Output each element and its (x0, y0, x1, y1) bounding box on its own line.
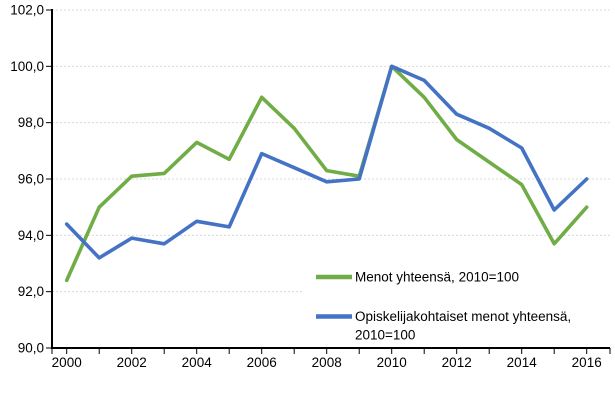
y-tick-label: 102,0 (10, 3, 44, 18)
x-tick-label: 2000 (52, 355, 82, 370)
x-tick-label: 2010 (377, 355, 407, 370)
x-tick-label: 2016 (572, 355, 602, 370)
y-tick-label: 98,0 (18, 115, 44, 130)
x-tick-label: 2012 (442, 355, 472, 370)
y-tick-label: 94,0 (18, 228, 44, 243)
x-tick-label: 2008 (312, 355, 342, 370)
legend-label: Menot yhteensä, 2010=100 (355, 270, 519, 285)
x-tick-label: 2014 (507, 355, 538, 370)
y-tick-label: 100,0 (10, 59, 44, 74)
legend-background (304, 252, 612, 347)
series-line-opiskelijakohtaiset-menot (64, 64, 589, 260)
legend-label: Opiskelijakohtaiset menot yhteensä, (355, 309, 571, 324)
legend-label: 2010=100 (355, 328, 415, 343)
y-tick-label: 92,0 (18, 284, 44, 299)
y-tick-label: 90,0 (18, 341, 44, 356)
x-tick-label: 2002 (117, 355, 147, 370)
x-tick-label: 2004 (182, 355, 213, 370)
y-tick-label: 96,0 (18, 172, 44, 187)
series-line-menot-yhteensa (64, 64, 589, 283)
x-tick-label: 2006 (247, 355, 277, 370)
